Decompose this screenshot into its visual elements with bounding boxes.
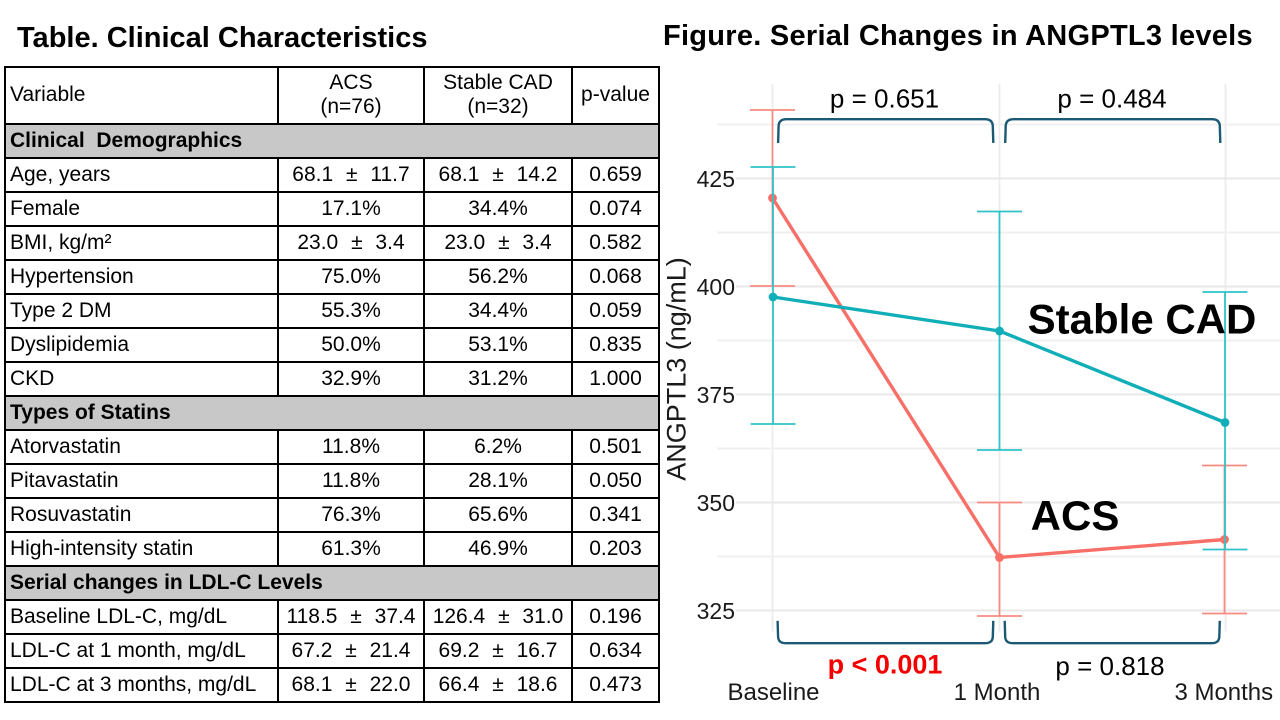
svg-text:p = 0.818: p = 0.818 xyxy=(1055,651,1164,681)
svg-text:375: 375 xyxy=(697,382,735,408)
svg-text:Stable CAD: Stable CAD xyxy=(1028,296,1257,343)
svg-text:Baseline: Baseline xyxy=(727,679,819,706)
svg-text:3 Months: 3 Months xyxy=(1174,679,1273,706)
svg-text:1 Month: 1 Month xyxy=(954,679,1041,706)
svg-text:425: 425 xyxy=(697,166,735,192)
svg-text:ANGPTL3 (ng/mL): ANGPTL3 (ng/mL) xyxy=(662,257,692,481)
svg-text:p = 0.484: p = 0.484 xyxy=(1057,84,1166,114)
svg-text:350: 350 xyxy=(697,490,735,516)
svg-text:p = 0.651: p = 0.651 xyxy=(830,84,939,114)
svg-text:p < 0.001: p < 0.001 xyxy=(828,650,943,680)
svg-text:325: 325 xyxy=(697,598,735,624)
svg-text:ACS: ACS xyxy=(1031,492,1120,539)
svg-text:400: 400 xyxy=(697,274,735,300)
